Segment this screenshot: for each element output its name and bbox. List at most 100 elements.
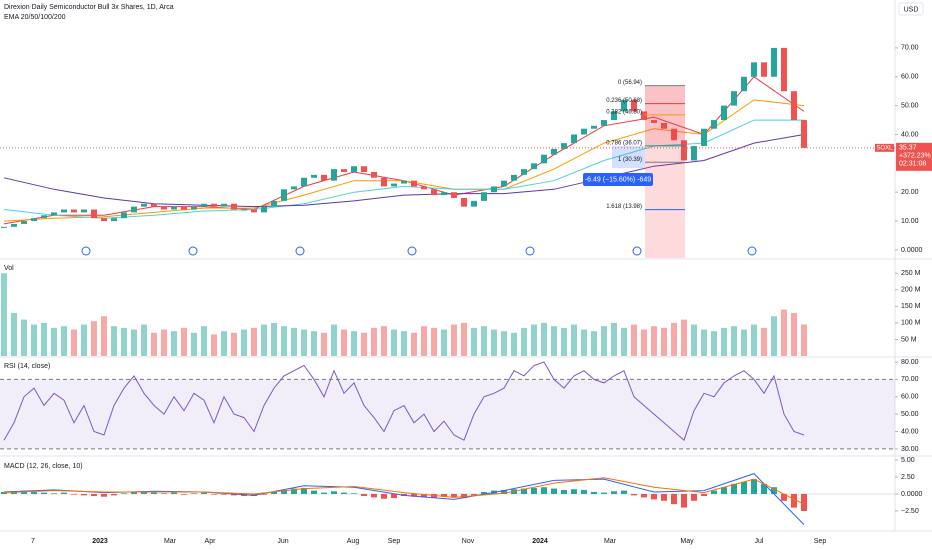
candle	[641, 111, 647, 121]
candle	[481, 192, 487, 201]
macd-histogram-bar	[231, 494, 237, 496]
candle	[601, 120, 607, 126]
volume-bar	[631, 324, 637, 356]
candle	[361, 166, 367, 172]
volume-bar	[451, 324, 457, 356]
candle	[691, 146, 697, 161]
volume-bar	[261, 324, 267, 356]
macd-histogram-bar	[591, 491, 597, 494]
macd-histogram-bar	[501, 489, 507, 494]
volume-bar	[421, 326, 427, 356]
x-tick-label: Mar	[164, 538, 177, 545]
x-tick-label: Jun	[277, 538, 288, 545]
candle	[251, 209, 257, 213]
chart-title: Direxion Daily Semiconductor Bull 3x Sha…	[4, 4, 174, 11]
macd-histogram-bar	[371, 494, 377, 498]
volume-bar	[331, 324, 337, 356]
candle	[541, 154, 547, 164]
candle	[271, 200, 277, 207]
y-tick-label: 30.00	[901, 446, 919, 453]
volume-bar	[81, 324, 87, 356]
y-tick-label: 150 M	[901, 303, 921, 310]
candle	[41, 215, 47, 219]
y-tick-label: 10.00	[901, 218, 919, 225]
fib-label: 0 (56.94)	[618, 80, 642, 86]
fib-label: 1 (30.39)	[618, 157, 642, 163]
macd-histogram-bar	[351, 493, 357, 494]
y-tick-label: 0.0000	[901, 491, 923, 498]
volume-bar	[491, 329, 497, 356]
candle	[401, 180, 407, 184]
macd-histogram-bar	[661, 494, 667, 501]
pane-title: Vol	[4, 265, 14, 272]
macd-histogram-bar	[751, 479, 757, 494]
candle	[531, 163, 537, 170]
candle	[451, 192, 457, 198]
volume-bar	[291, 327, 297, 356]
volume-bar	[311, 331, 317, 356]
volume-bar	[521, 327, 527, 356]
y-tick-label: 250 M	[901, 270, 921, 277]
macd-histogram-bar	[571, 489, 577, 494]
macd-histogram-bar	[261, 494, 267, 495]
macd-histogram-bar	[431, 494, 437, 499]
volume-bar	[161, 329, 167, 356]
volume-bar	[801, 324, 807, 356]
y-tick-label: 70.00	[901, 45, 919, 52]
x-tick-label: Apr	[205, 538, 217, 545]
macd-histogram-bar	[461, 494, 467, 499]
candle	[591, 125, 597, 129]
candle	[731, 91, 737, 106]
fib-label: 1.618 (13.98)	[606, 204, 642, 210]
candle	[281, 189, 287, 201]
candle	[231, 203, 237, 210]
macd-histogram-bar	[421, 494, 427, 498]
macd-histogram-bar	[381, 494, 387, 499]
volume-bar	[531, 324, 537, 356]
macd-histogram-bar	[161, 493, 167, 494]
volume-bar	[741, 329, 747, 356]
macd-histogram-bar	[221, 494, 227, 495]
x-tick-label: Aug	[347, 538, 360, 545]
volume-bar	[691, 324, 697, 356]
volume-bar	[511, 332, 517, 356]
macd-histogram-bar	[331, 491, 337, 494]
measure-box	[583, 173, 653, 186]
x-tick-label: 2024	[532, 538, 548, 545]
macd-histogram-bar	[641, 494, 647, 498]
candle	[441, 192, 447, 196]
dividend-icon	[188, 246, 198, 256]
candle	[631, 99, 637, 112]
macd-histogram-bar	[271, 491, 277, 494]
macd-histogram-bar	[581, 489, 587, 494]
currency-button[interactable]	[898, 2, 924, 16]
macd-histogram-bar	[551, 488, 557, 494]
x-tick-label: Mar	[604, 538, 617, 545]
volume-bar	[91, 321, 97, 356]
candle	[91, 209, 97, 219]
candle	[381, 177, 387, 187]
dividend-icon	[407, 246, 417, 256]
macd-histogram-bar	[481, 491, 487, 494]
y-tick-label: 40.00	[901, 131, 919, 138]
candle	[671, 128, 677, 141]
y-tick-label: 50 M	[901, 336, 917, 343]
y-tick-label: 2.50	[901, 474, 915, 481]
macd-histogram-bar	[761, 483, 767, 494]
volume-bar	[541, 322, 547, 356]
macd-histogram-bar	[651, 494, 657, 500]
volume-bar	[501, 331, 507, 356]
volume-bar	[621, 327, 627, 356]
currency[interactable]: USD	[904, 6, 919, 13]
price-tag-countdown: 02:31:08	[899, 161, 926, 168]
x-tick-label: Jul	[755, 538, 764, 545]
volume-bar	[611, 322, 617, 356]
volume-bar	[101, 316, 107, 356]
x-tick-label: Sep	[388, 538, 401, 545]
volume-bar	[731, 326, 737, 356]
macd-histogram-bar	[81, 494, 87, 496]
measure-label: -6.49 (−15.60%) -649	[585, 176, 651, 183]
ema-line	[3, 119, 804, 219]
macd-histogram-bar	[441, 494, 447, 497]
